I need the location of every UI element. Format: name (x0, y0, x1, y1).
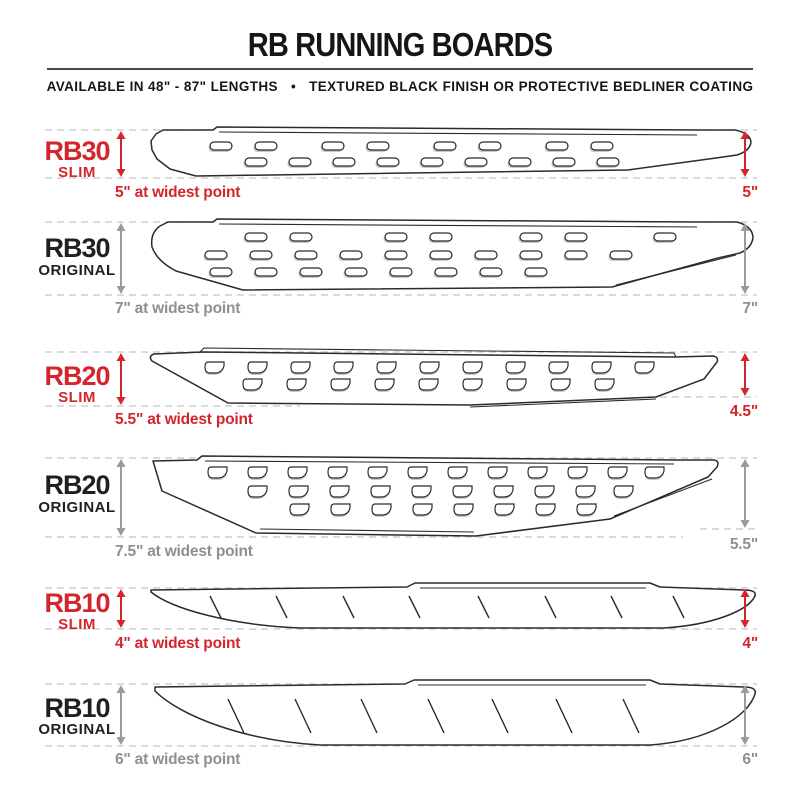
right-height-arrow (740, 131, 750, 177)
row-rb20-slim: RB20 SLIM 5.5" at widest point 4.5" (44, 347, 758, 428)
page-title: RB RUNNING BOARDS (247, 26, 553, 63)
left-height-arrow (116, 223, 126, 294)
row-rb20-original: RB20 ORIGINAL 7.5" at widest point 5.5" (38, 455, 758, 560)
header: RB RUNNING BOARDS AVAILABLE IN 48" - 87"… (0, 0, 800, 94)
row-rb10-original: RB10 ORIGINAL 6" at widest point 6" (38, 679, 758, 768)
height-note: 4.5" (730, 403, 758, 420)
board-outline (150, 582, 757, 629)
board-slashes (227, 698, 640, 734)
right-height-arrow (740, 459, 750, 528)
board-drawing-rb20-original (152, 455, 719, 537)
board-rail-line (218, 223, 698, 228)
board-drawing-rb10-slim (150, 582, 757, 629)
left-height-arrow (116, 589, 126, 628)
board-edge-line (615, 254, 737, 286)
board-outline (154, 679, 757, 746)
height-note: 5" (742, 184, 758, 201)
height-note: 6" (742, 751, 758, 768)
left-height-arrow (116, 131, 126, 177)
board-drawing-rb30-original (150, 218, 754, 291)
variant-label: ORIGINAL (38, 499, 115, 516)
width-note: 7" at widest point (115, 300, 240, 317)
board-rail-line (204, 460, 675, 465)
height-note: 7" (742, 300, 758, 317)
model-label: RB10 (44, 693, 109, 723)
board-drawing-rb10-original (154, 679, 757, 746)
height-note: 4" (742, 635, 758, 652)
width-note: 7.5" at widest point (115, 543, 253, 560)
width-note: 5.5" at widest point (115, 411, 253, 428)
board-rail-line (198, 347, 677, 358)
row-rb10-slim: RB10 SLIM 4" at widest point 4" (44, 582, 758, 652)
width-note: 4" at widest point (115, 635, 240, 652)
model-label: RB10 (44, 588, 109, 618)
variant-label: ORIGINAL (38, 262, 115, 279)
right-height-arrow (740, 589, 750, 628)
subtitle-finish: TEXTURED BLACK FINISH OR PROTECTIVE BEDL… (309, 79, 754, 94)
width-note: 6" at widest point (115, 751, 240, 768)
right-height-arrow (740, 353, 750, 396)
board-drawing-rb20-slim (149, 347, 719, 408)
board-bottom-line (259, 528, 475, 533)
board-edge-line (469, 398, 657, 408)
page-subtitle: AVAILABLE IN 48" - 87" LENGTHS • TEXTURED … (0, 79, 800, 94)
model-label: RB30 (44, 136, 109, 166)
variant-label: SLIM (58, 389, 96, 406)
variant-label: SLIM (58, 164, 96, 181)
right-height-arrow (740, 223, 750, 294)
board-outline (152, 455, 719, 537)
model-label: RB20 (44, 361, 109, 391)
title-underline (47, 68, 753, 70)
height-note: 5.5" (730, 536, 758, 553)
row-rb30-original: RB30 ORIGINAL 7" at widest point 7" (38, 218, 758, 317)
board-edge-line (613, 478, 713, 517)
row-rb30-slim: RB30 SLIM 5" at widest point 5" (44, 126, 758, 201)
board-drawing-rb30-slim (150, 126, 752, 177)
variant-label: ORIGINAL (38, 721, 115, 738)
right-height-arrow (740, 685, 750, 745)
model-label: RB30 (44, 233, 109, 263)
left-height-arrow (116, 685, 126, 745)
board-slashes (209, 595, 685, 619)
width-note: 5" at widest point (115, 184, 240, 201)
model-label: RB20 (44, 470, 109, 500)
board-rail-line (218, 131, 698, 136)
left-height-arrow (116, 459, 126, 536)
subtitle-lengths: AVAILABLE IN 48" - 87" LENGTHS (46, 79, 278, 94)
left-height-arrow (116, 353, 126, 405)
bullet-separator: • (290, 79, 297, 94)
variant-label: SLIM (58, 616, 96, 633)
